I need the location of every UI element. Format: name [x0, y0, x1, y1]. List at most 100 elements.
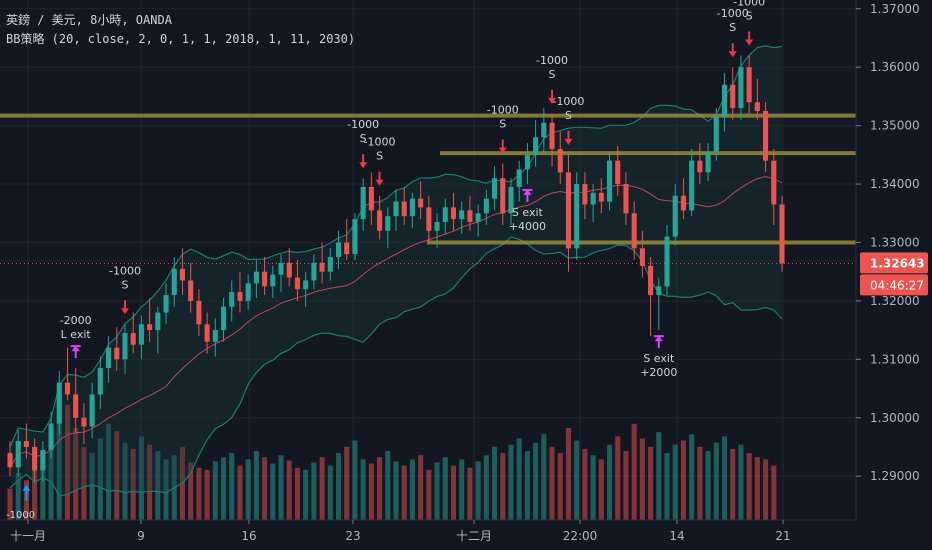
short-arrow-icon — [375, 179, 384, 186]
signal-label: S — [565, 109, 572, 122]
volume-bar — [64, 405, 71, 520]
volume-bar — [196, 467, 202, 520]
bb-lower-band — [9, 236, 783, 497]
volume-bar — [73, 428, 79, 520]
volume-bar — [352, 440, 358, 520]
volume-bar — [335, 453, 342, 520]
candle-body — [81, 417, 87, 427]
candle-body — [130, 333, 136, 345]
volume-bar — [163, 459, 169, 520]
volume-bar — [344, 446, 350, 520]
candle-body — [311, 262, 317, 281]
bb-basis-line — [9, 176, 783, 468]
candle-body — [23, 441, 29, 447]
candle-body — [229, 292, 235, 307]
short-arrow-icon — [745, 39, 754, 46]
candle-body — [582, 184, 588, 205]
volume-bar — [286, 460, 292, 520]
signal-label: -1000 — [717, 7, 749, 20]
candle-body — [500, 178, 506, 214]
volume-bar — [524, 451, 530, 520]
volume-bar — [220, 457, 227, 520]
time-tick-label: 23 — [345, 529, 360, 543]
candle-body — [409, 198, 415, 217]
volume-bar — [97, 438, 103, 520]
candle-body — [393, 201, 399, 217]
signal-label: -1000 — [347, 118, 379, 131]
symbol-title: 英鎊 / 美元, 8小時, OANDA — [6, 13, 172, 27]
candle-body — [721, 84, 728, 117]
volume-bar — [639, 438, 645, 520]
candle-body — [508, 186, 514, 214]
candle-body — [163, 295, 169, 313]
candle-body — [746, 67, 752, 103]
candle-body — [664, 236, 670, 287]
price-tick-label: 1.32000 — [870, 294, 920, 308]
candle-body — [368, 186, 374, 211]
candle-body — [122, 333, 128, 360]
candle-body — [623, 184, 629, 214]
candle-body — [188, 280, 194, 301]
short-arrow-icon — [498, 147, 507, 154]
current-price-badge — [860, 252, 928, 274]
volume-bar — [130, 448, 136, 520]
time-tick-label: 十一月 — [10, 529, 46, 543]
short-arrow-icon — [564, 138, 573, 145]
volume-bar — [721, 436, 728, 520]
candle-body — [48, 423, 54, 450]
price-tick-label: 1.33000 — [870, 235, 920, 249]
volume-bar — [483, 455, 489, 520]
volume-bar — [327, 465, 333, 520]
candle-body — [606, 160, 613, 202]
volume-bar — [81, 446, 87, 520]
candle-body — [680, 195, 686, 211]
signal-label: -1000 — [536, 54, 568, 67]
candle-body — [286, 262, 292, 278]
candle-body — [89, 394, 95, 427]
signal-label: S exit — [512, 206, 544, 219]
volume-bar — [40, 457, 46, 520]
candle-body — [385, 216, 391, 231]
candle-body — [697, 160, 703, 173]
exit-marker-icon — [654, 335, 663, 342]
candle-body — [196, 300, 202, 325]
candle-body — [442, 207, 448, 223]
volume-bar — [508, 444, 514, 520]
volume-bar — [450, 465, 457, 520]
volume-bar — [15, 472, 21, 520]
candle-body — [763, 111, 769, 161]
candle-body — [106, 347, 112, 369]
time-tick-label: 21 — [775, 529, 790, 543]
price-tick-label: 1.37000 — [870, 2, 920, 16]
price-tick-label: 1.30000 — [870, 411, 920, 425]
volume-bar — [32, 465, 38, 520]
signal-label: +2000 — [640, 366, 677, 379]
volume-bar — [648, 446, 654, 520]
candle-body — [450, 207, 457, 220]
volume-bar — [442, 457, 448, 520]
candle-body — [377, 210, 383, 231]
candle-body — [237, 292, 243, 301]
bb-fill — [10, 45, 782, 496]
time-tick-label: 14 — [669, 529, 684, 543]
candle-body — [56, 382, 62, 424]
volume-bar — [294, 467, 300, 520]
candle-body — [565, 172, 572, 249]
volume-bar — [631, 423, 637, 520]
candle-body — [294, 277, 300, 290]
corner-signal-label: -1000 — [6, 510, 35, 521]
volume-bar — [303, 469, 309, 520]
volume-bar — [574, 440, 580, 520]
candle-body — [220, 306, 227, 331]
candle-body — [648, 265, 654, 296]
volume-bar — [565, 428, 572, 520]
volume-bar — [664, 453, 670, 520]
volume-bar — [229, 453, 235, 520]
volume-bar — [122, 442, 128, 520]
candle-body — [475, 213, 481, 223]
candle-body — [352, 219, 358, 255]
candle-body — [467, 210, 473, 223]
signal-label: L exit — [61, 328, 92, 341]
